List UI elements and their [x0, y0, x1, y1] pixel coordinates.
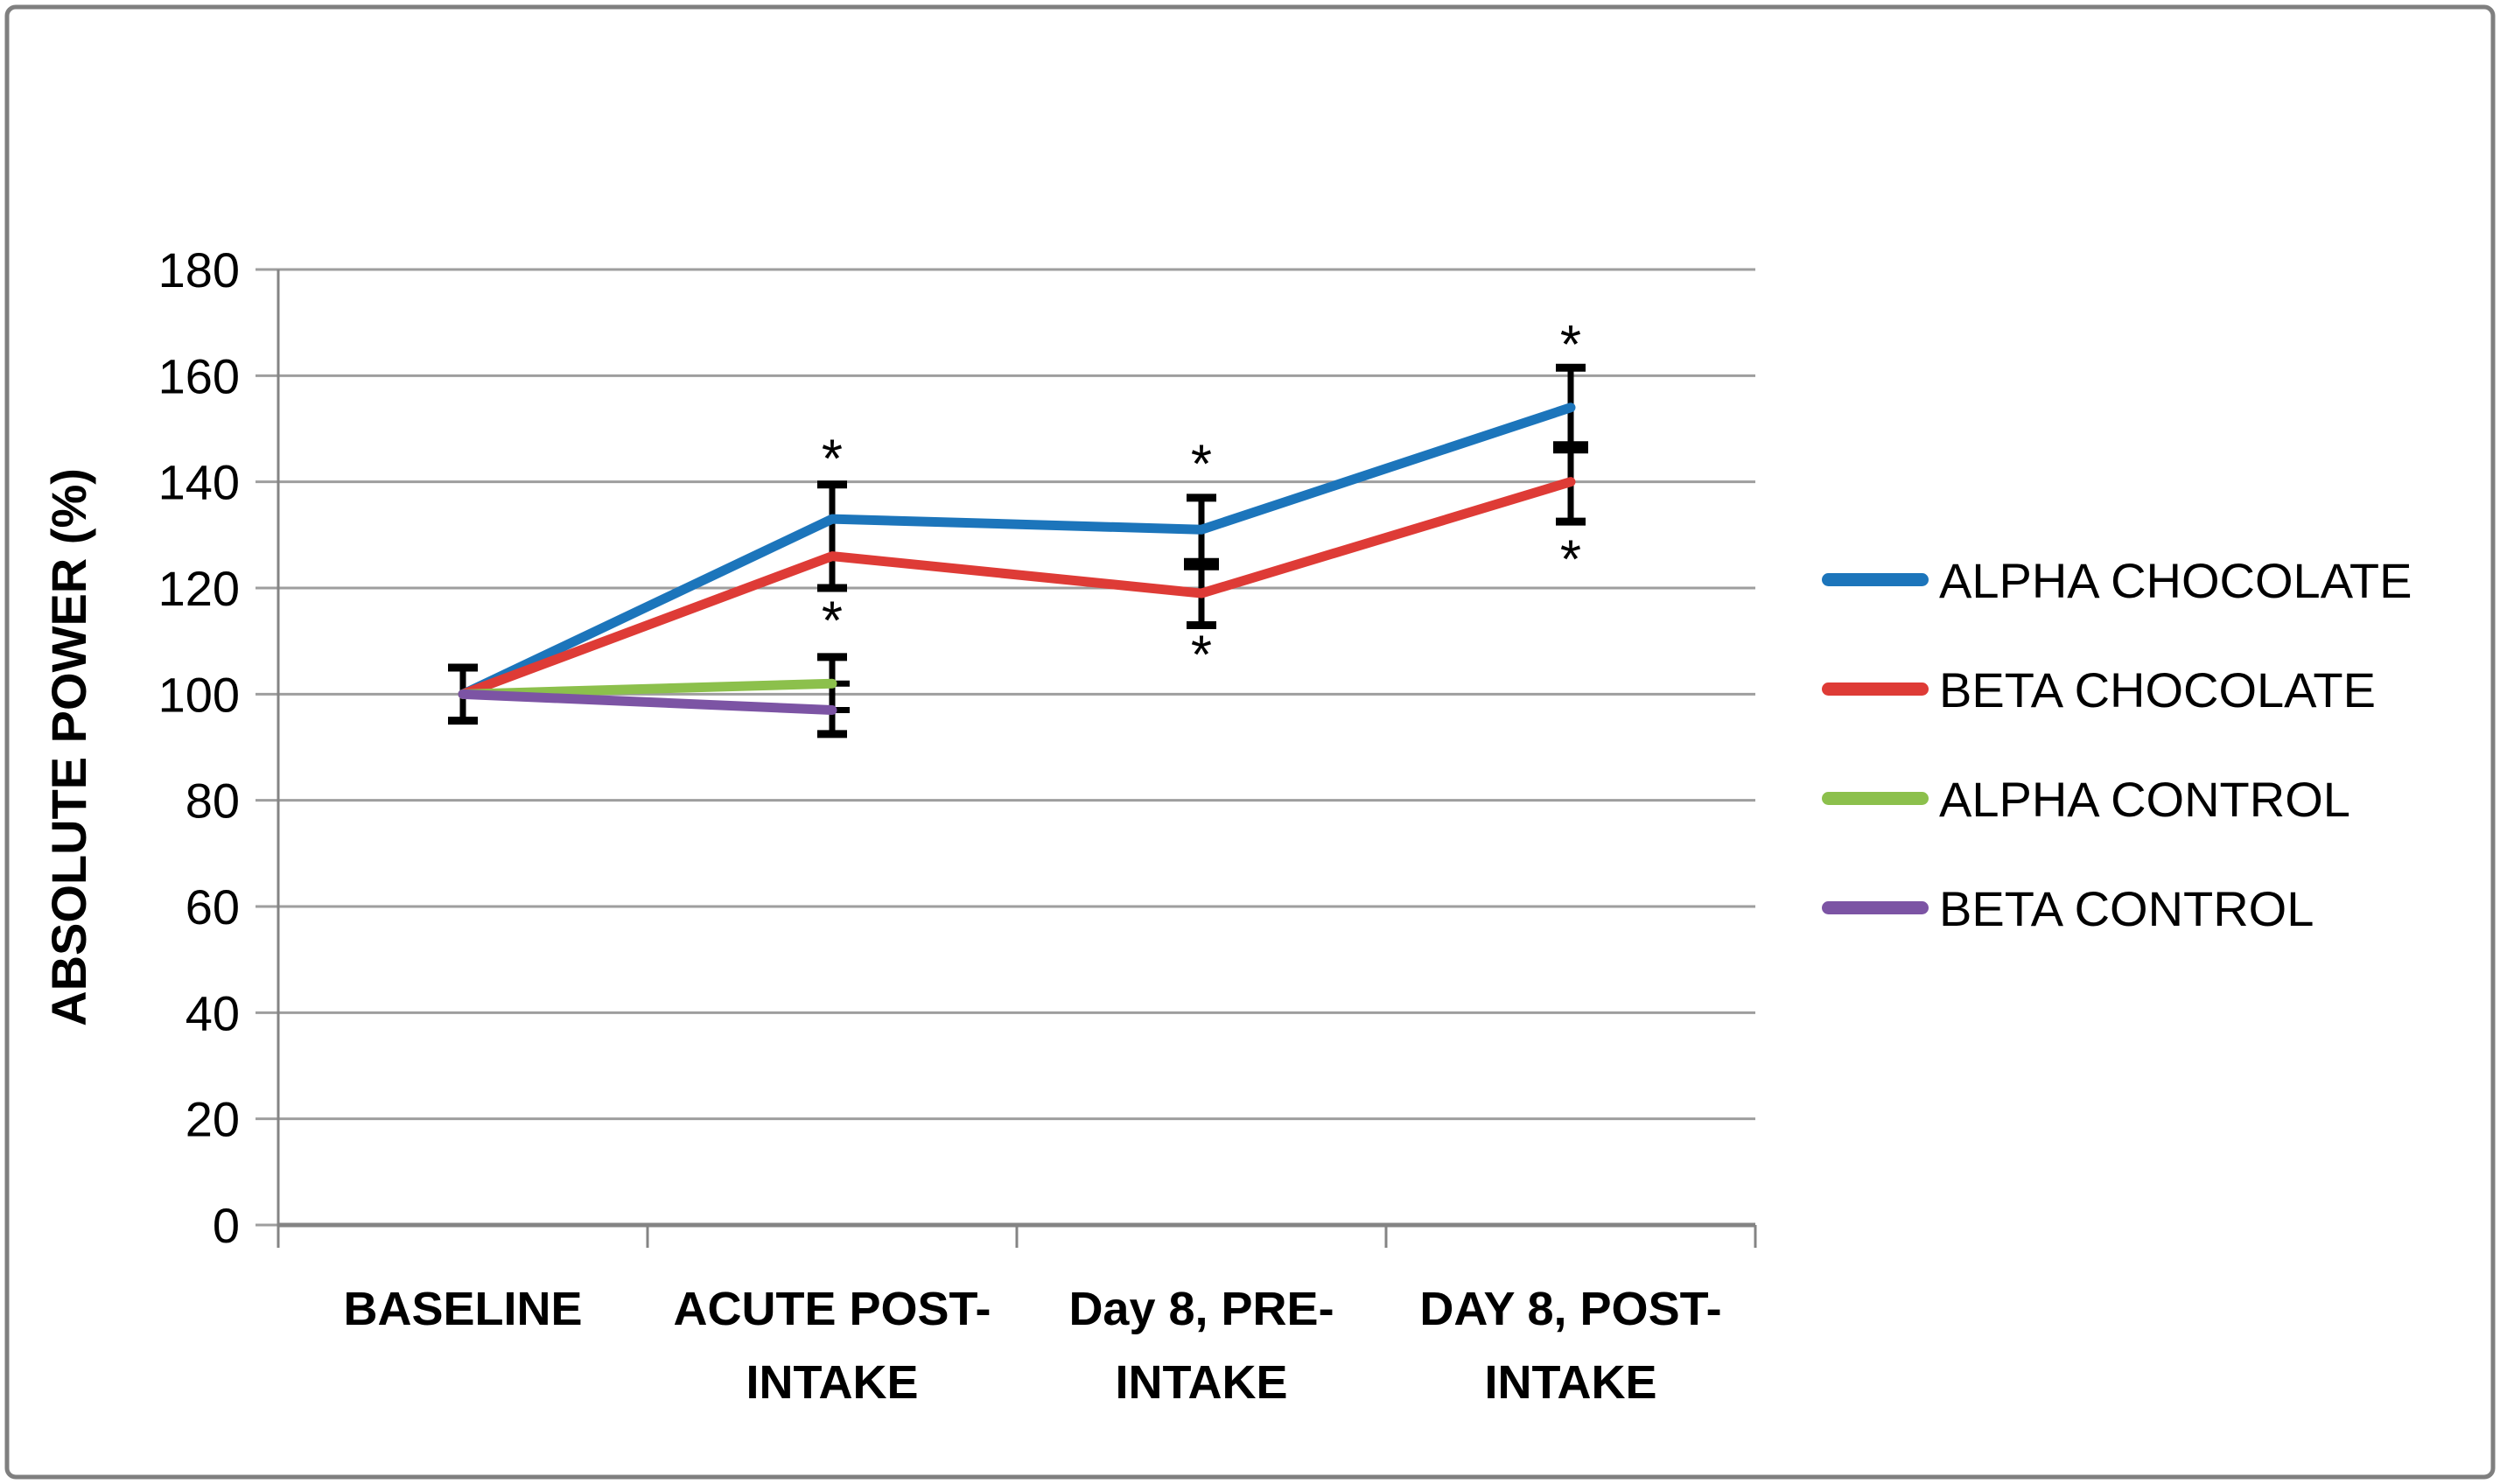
x-category-label-day-8-pre-intake-line1: Day 8, PRE-: [1068, 1283, 1334, 1335]
frame-layer: [4, 4, 2496, 1480]
y-tick-label-100: 100: [158, 667, 240, 722]
y-tick-label-180: 180: [158, 242, 240, 298]
y-tick-label-120: 120: [158, 561, 240, 616]
error-bar-1: [817, 480, 847, 592]
series-line-beta-chocolate: [458, 477, 1576, 699]
x-category-label-day-8-post-intake-line1: DAY 8, POST-: [1419, 1283, 1721, 1335]
y-tick-label-20: 20: [186, 1092, 240, 1147]
legend-item-alpha-control: ALPHA CONTROL: [1822, 772, 2350, 827]
series-line-alpha-chocolate: [458, 402, 1576, 699]
y-tick-label-40: 40: [186, 985, 240, 1040]
x-category-label-day-8-post-intake-line2: INTAKE: [1485, 1356, 1657, 1409]
legend-label-beta-chocolate: BETA CHOCOLATE: [1939, 662, 2376, 718]
y-tick-label-80: 80: [186, 774, 240, 829]
chart-frame-border: [4, 4, 2496, 1480]
legend-swatch-alpha-control: [1822, 792, 1929, 805]
y-tick-labels-layer: 0 20 40 60 80 100 120 140 160 180: [158, 242, 240, 1253]
error-bar-3: [1184, 494, 1219, 629]
legend-label-alpha-chocolate: ALPHA CHOCOLATE: [1939, 553, 2412, 608]
series-layer: [458, 402, 1576, 716]
x-category-label-day-8-pre-intake-line2: INTAKE: [1116, 1356, 1288, 1409]
significance-layer: * * * * * *: [822, 315, 1581, 686]
y-axis-title: ABSOLUTE POWER (%): [41, 468, 96, 1026]
series-line-beta-control: [458, 689, 837, 716]
legend: ALPHA CHOCOLATE BETA CHOCOLATE ALPHA CONTR…: [1822, 553, 2412, 936]
legend-label-alpha-control: ALPHA CONTROL: [1939, 772, 2350, 827]
y-tick-label-0: 0: [213, 1198, 240, 1253]
x-category-labels-layer: BASELINE ACUTE POST- INTAKE Day 8, PRE- INTA…: [343, 1283, 1721, 1409]
legend-item-beta-chocolate: BETA CHOCOLATE: [1822, 662, 2376, 718]
y-tick-label-140: 140: [158, 455, 240, 510]
significance-asterisk-5: *: [1560, 530, 1581, 591]
significance-asterisk-0: *: [822, 429, 843, 489]
significance-asterisk-2: *: [1191, 434, 1212, 494]
y-tick-label-160: 160: [158, 348, 240, 403]
legend-swatch-beta-control: [1822, 901, 1929, 914]
legend-swatch-beta-chocolate: [1822, 682, 1929, 696]
x-category-label-acute-post-intake-line2: INTAKE: [746, 1356, 919, 1409]
significance-asterisk-1: *: [822, 591, 843, 651]
legend-label-beta-control: BETA CONTROL: [1939, 881, 2314, 936]
x-category-label-baseline: BASELINE: [343, 1283, 582, 1335]
error-bar-4: [1553, 363, 1588, 526]
axes-layer: [277, 270, 1757, 1248]
legend-swatch-alpha-chocolate: [1822, 573, 1929, 586]
significance-asterisk-3: *: [1191, 626, 1212, 686]
significance-asterisk-4: *: [1560, 315, 1581, 375]
legend-item-alpha-chocolate: ALPHA CHOCOLATE: [1822, 553, 2412, 608]
x-category-label-acute-post-intake-line1: ACUTE POST-: [673, 1283, 991, 1335]
y-tick-label-60: 60: [186, 879, 240, 934]
legend-item-beta-control: BETA CONTROL: [1822, 881, 2314, 936]
